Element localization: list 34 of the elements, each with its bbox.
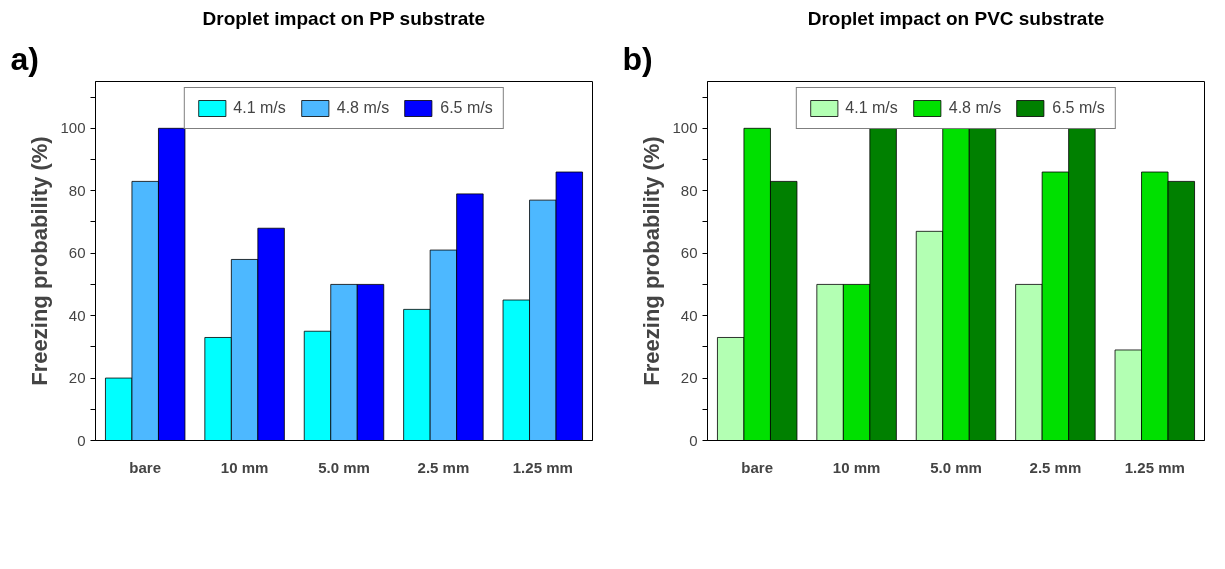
y-tick-label: 20 [68,369,86,387]
x-tick-label: 1.25 mm [1124,458,1185,476]
legend-label: 4.1 m/s [233,99,286,117]
y-tick-label: 100 [672,119,698,137]
y-tick-label: 60 [680,244,698,262]
x-tick-label: bare [129,458,162,476]
legend-label: 6.5 m/s [1052,99,1105,117]
text: a) [10,40,39,77]
x-tick-label: 2.5 mm [417,458,470,476]
y-tick-label: 40 [68,306,86,324]
x-tick-label: 2.5 mm [1029,458,1082,476]
x-tick-label: 10 mm [832,458,881,476]
y-tick-label: 100 [60,119,86,137]
chart-title: Droplet impact on PVC substrate [807,7,1105,29]
x-tick-label: 5.0 mm [930,458,982,476]
legend-label: 6.5 m/s [440,99,493,117]
y-tick-label: 40 [680,306,698,324]
chart-title: Droplet impact on PP substrate [202,7,486,29]
y-tick-label: 60 [68,244,86,262]
legend-label: 4.8 m/s [336,99,390,117]
x-tick-label: bare [741,458,774,476]
y-tick-label: 0 [77,431,86,449]
y-axis-title: Freezing probability (%) [639,136,665,386]
y-tick-label: 0 [689,431,698,449]
y-axis-title: Freezing probability (%) [27,136,53,386]
x-tick-label: 10 mm [220,458,269,476]
x-tick-label: 5.0 mm [318,458,370,476]
y-tick-label: 20 [680,369,698,387]
y-tick-label: 80 [68,181,86,199]
x-tick-label: 1.25 mm [512,458,573,476]
legend-label: 4.8 m/s [948,99,1002,117]
y-tick-label: 80 [680,181,698,199]
text: b) [622,40,653,77]
legend-label: 4.1 m/s [845,99,898,117]
